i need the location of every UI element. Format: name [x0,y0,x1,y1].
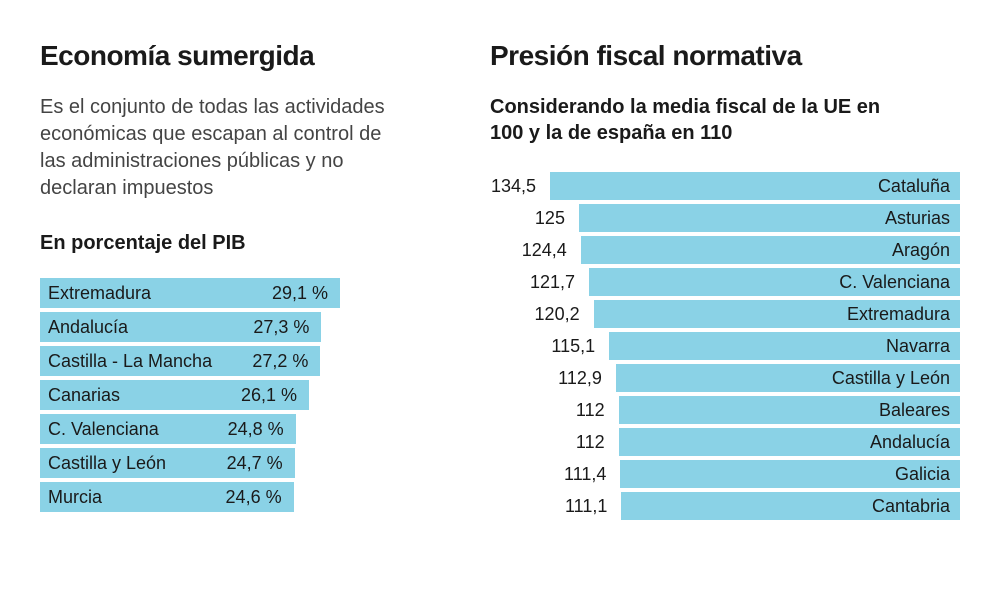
bar: Andalucía [619,428,960,456]
bar-value-label: 26,1 % [241,385,297,406]
bar-region-label: Galicia [895,464,950,485]
bar-value-label: 24,7 % [227,453,283,474]
bar-value-label: 24,6 % [226,487,282,508]
bar: C. Valenciana 24,8 % [40,414,296,444]
bar: Extremadura 29,1 % [40,278,340,308]
bar: Baleares [619,396,960,424]
right-subhead: Considerando la media fiscal de la UE en… [490,94,890,146]
bar-region-label: C. Valenciana [839,272,950,293]
right-bar-chart: Cataluña 134,5 Asturias 125 Aragón 124,4 C. Va… [490,168,960,520]
bar-row: Andalucía 112 [490,428,960,456]
left-subhead: En porcentaje del PIB [40,230,440,256]
bar-row: Castilla y León 112,9 [490,364,960,392]
bar: Andalucía 27,3 % [40,312,321,342]
bar-row: Extremadura 120,2 [490,300,960,328]
bar: Cantabria [621,492,960,520]
bar-region-label: Andalucía [48,317,128,338]
bar-value-label: 111,1 [565,492,607,520]
bar-region-label: Baleares [879,400,950,421]
bar-value-label: 24,8 % [228,419,284,440]
bar-row: C. Valenciana 24,8 % [40,414,440,444]
left-bar-chart: Extremadura 29,1 % Andalucía 27,3 % Castilla… [40,278,440,512]
bar-row: Galicia 111,4 [490,460,960,488]
bar-row: Baleares 112 [490,396,960,424]
bar-region-label: Andalucía [870,432,950,453]
bar: Castilla - La Mancha 27,2 % [40,346,320,376]
bar-row: Canarias 26,1 % [40,380,440,410]
bar-row: Andalucía 27,3 % [40,312,440,342]
bar-value-label: 124,4 [522,236,567,264]
bar: Asturias [579,204,960,232]
right-panel: Presión fiscal normativa Considerando la… [490,40,960,524]
bar-row: Asturias 125 [490,204,960,232]
bar-row: Cantabria 111,1 [490,492,960,520]
bar-region-label: C. Valenciana [48,419,159,440]
bar-value-label: 29,1 % [272,283,328,304]
bar-row: Castilla - La Mancha 27,2 % [40,346,440,376]
bar-value-label: 115,1 [551,332,595,360]
bar-row: C. Valenciana 121,7 [490,268,960,296]
bar-region-label: Canarias [48,385,120,406]
bar-region-label: Cataluña [878,176,950,197]
bar-region-label: Cantabria [872,496,950,517]
right-title: Presión fiscal normativa [490,40,960,72]
bar: Navarra [609,332,960,360]
bar-region-label: Castilla y León [832,368,950,389]
bar-value-label: 111,4 [564,460,606,488]
bar-region-label: Extremadura [48,283,151,304]
bar: Galicia [620,460,960,488]
left-description: Es el conjunto de todas las actividades … [40,94,400,202]
bar-region-label: Murcia [48,487,102,508]
bar-value-label: 112,9 [558,364,602,392]
bar-region-label: Extremadura [847,304,950,325]
bar-value-label: 27,3 % [253,317,309,338]
bar-region-label: Castilla y León [48,453,166,474]
bar: Aragón [581,236,960,264]
bar-region-label: Asturias [885,208,950,229]
infographic: Economía sumergida Es el conjunto de tod… [0,0,984,524]
bar-row: Navarra 115,1 [490,332,960,360]
bar-row: Extremadura 29,1 % [40,278,440,308]
bar-value-label: 125 [535,204,565,232]
bar-row: Murcia 24,6 % [40,482,440,512]
bar: C. Valenciana [589,268,960,296]
bar-value-label: 27,2 % [252,351,308,372]
left-panel: Economía sumergida Es el conjunto de tod… [40,40,440,524]
bar: Castilla y León 24,7 % [40,448,295,478]
bar-row: Cataluña 134,5 [490,172,960,200]
bar-value-label: 112 [576,396,605,424]
bar-value-label: 120,2 [535,300,580,328]
bar: Cataluña [550,172,960,200]
bar-value-label: 112 [576,428,605,456]
bar-value-label: 134,5 [491,172,536,200]
bar-region-label: Aragón [892,240,950,261]
bar: Canarias 26,1 % [40,380,309,410]
bar-value-label: 121,7 [530,268,575,296]
bar-region-label: Navarra [886,336,950,357]
bar-row: Castilla y León 24,7 % [40,448,440,478]
bar-row: Aragón 124,4 [490,236,960,264]
bar: Murcia 24,6 % [40,482,294,512]
bar: Extremadura [594,300,960,328]
bar: Castilla y León [616,364,960,392]
bar-region-label: Castilla - La Mancha [48,351,212,372]
left-title: Economía sumergida [40,40,440,72]
